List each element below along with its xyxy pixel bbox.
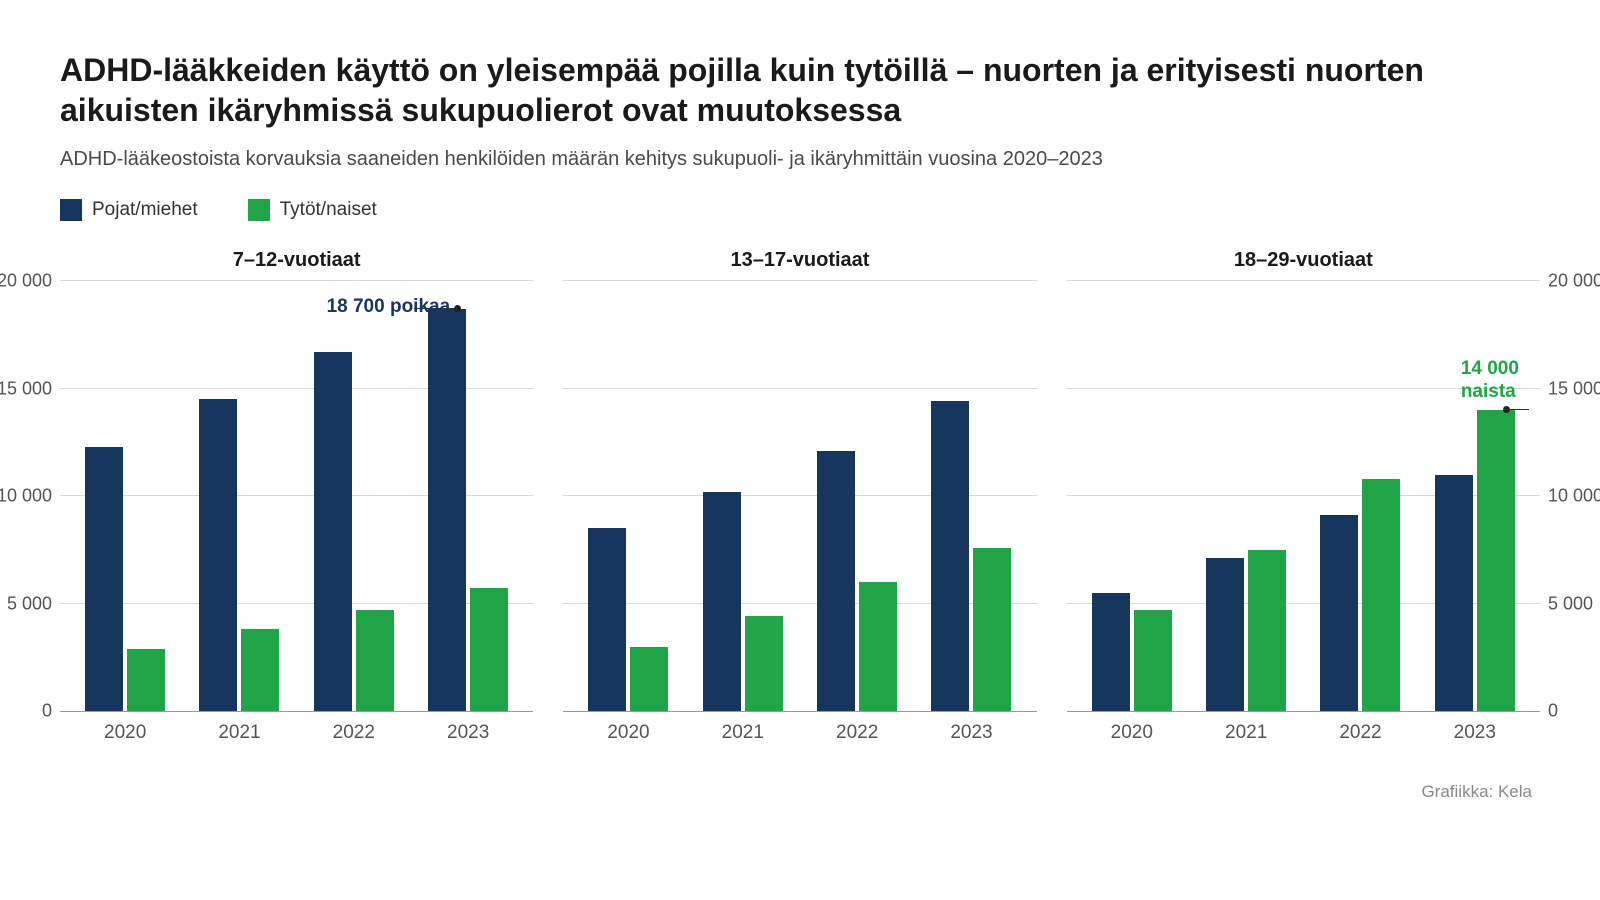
chart-panel: 18–29-vuotiaat 05 00010 00015 00020 00014…: [1067, 249, 1540, 744]
bars-container: [1067, 282, 1540, 711]
x-tick-label: 2023: [1418, 722, 1532, 744]
x-tick-label: 2022: [1303, 722, 1417, 744]
legend-swatch-series1: [60, 199, 82, 221]
bar-series2: [356, 610, 394, 711]
bar-series2: [745, 616, 783, 711]
bar-group: [1418, 410, 1532, 711]
credit-text: Grafiikka: Kela: [60, 782, 1540, 802]
panel-title: 18–29-vuotiaat: [1067, 249, 1540, 272]
y-tick-label: 15 000: [0, 378, 52, 399]
bar-group: [411, 309, 525, 711]
bar-series1: [1435, 475, 1473, 712]
chart-panel: 13–17-vuotiaat 2020202120222023: [563, 249, 1036, 744]
x-tick-label: 2022: [800, 722, 914, 744]
bar-group: [1303, 479, 1417, 711]
x-tick-label: 2021: [686, 722, 800, 744]
bar-series1: [588, 528, 626, 711]
bar-series1: [931, 401, 969, 711]
y-tick-label: 15 000: [1548, 378, 1600, 399]
chart-panels: 7–12-vuotiaat 05 00010 00015 00020 00018 …: [60, 249, 1540, 744]
annotation-label: 14 000naista: [1461, 358, 1519, 404]
annotation-connector: [1503, 409, 1529, 410]
bar-group: [914, 401, 1028, 711]
bar-series2: [973, 548, 1011, 711]
bar-series1: [1206, 558, 1244, 711]
bar-series1: [817, 451, 855, 711]
bar-series1: [1320, 515, 1358, 711]
y-axis-left: 05 00010 00015 00020 000: [0, 282, 52, 711]
y-tick-label: 10 000: [1548, 486, 1600, 507]
bar-group: [571, 528, 685, 711]
x-tick-label: 2020: [571, 722, 685, 744]
bar-group: [1189, 550, 1303, 711]
panel-title: 7–12-vuotiaat: [60, 249, 533, 272]
y-tick-label: 10 000: [0, 486, 52, 507]
gridline: [1067, 280, 1540, 281]
bar-group: [182, 399, 296, 711]
bar-series1: [1092, 593, 1130, 711]
y-tick-label: 0: [0, 701, 52, 722]
bar-series2: [470, 588, 508, 711]
bars-container: [563, 282, 1036, 711]
bar-series1: [314, 352, 352, 711]
legend-item-series1: Pojat/miehet: [60, 199, 198, 221]
legend-item-series2: Tytöt/naiset: [248, 199, 377, 221]
x-tick-label: 2020: [1075, 722, 1189, 744]
annotation-label: 18 700 poikaa: [327, 296, 451, 319]
y-tick-label: 20 000: [0, 271, 52, 292]
bar-series2: [1248, 550, 1286, 711]
gridline: [60, 280, 533, 281]
bar-series1: [199, 399, 237, 711]
x-axis: 2020202120222023: [1067, 712, 1540, 744]
y-tick-label: 5 000: [1548, 593, 1600, 614]
bar-series1: [85, 447, 123, 711]
x-tick-label: 2022: [297, 722, 411, 744]
y-tick-label: 0: [1548, 701, 1600, 722]
x-tick-label: 2023: [914, 722, 1028, 744]
legend-label-series2: Tytöt/naiset: [280, 199, 377, 221]
legend-swatch-series2: [248, 199, 270, 221]
y-axis-right: 05 00010 00015 00020 000: [1548, 282, 1600, 711]
x-axis: 2020202120222023: [563, 712, 1036, 744]
chart-area: 05 00010 00015 00020 00018 700 poikaa: [60, 282, 533, 712]
bar-series2: [859, 582, 897, 711]
x-tick-label: 2020: [68, 722, 182, 744]
bar-series2: [1134, 610, 1172, 711]
chart-area: 05 00010 00015 00020 00014 000naista: [1067, 282, 1540, 712]
bar-series1: [428, 309, 466, 711]
bar-group: [1075, 593, 1189, 711]
bars-container: [60, 282, 533, 711]
y-tick-label: 5 000: [0, 593, 52, 614]
legend-label-series1: Pojat/miehet: [92, 199, 198, 221]
chart-title: ADHD-lääkkeiden käyttö on yleisempää poj…: [60, 50, 1540, 130]
bar-series2: [630, 647, 668, 712]
bar-series2: [241, 629, 279, 711]
chart-area: [563, 282, 1036, 712]
bar-group: [800, 451, 914, 711]
legend: Pojat/miehet Tytöt/naiset: [60, 199, 1540, 221]
bar-series2: [1362, 479, 1400, 711]
panel-title: 13–17-vuotiaat: [563, 249, 1036, 272]
x-tick-label: 2023: [411, 722, 525, 744]
gridline: [563, 280, 1036, 281]
x-axis: 2020202120222023: [60, 712, 533, 744]
chart-subtitle: ADHD-lääkeostoista korvauksia saaneiden …: [60, 148, 1540, 171]
bar-group: [68, 447, 182, 711]
x-tick-label: 2021: [182, 722, 296, 744]
chart-panel: 7–12-vuotiaat 05 00010 00015 00020 00018 …: [60, 249, 533, 744]
bar-group: [686, 492, 800, 711]
bar-group: [297, 352, 411, 711]
y-tick-label: 20 000: [1548, 271, 1600, 292]
bar-series2: [127, 649, 165, 711]
bar-series1: [703, 492, 741, 711]
x-tick-label: 2021: [1189, 722, 1303, 744]
bar-series2: [1477, 410, 1515, 711]
